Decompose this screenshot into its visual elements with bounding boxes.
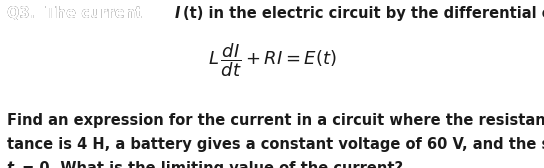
Text: I: I [175,6,181,21]
Text: t: t [7,161,14,168]
Text: Find an expression for the current in a circuit where the resistance is 12 Ω, th: Find an expression for the current in a … [7,113,544,128]
Text: $L\,\dfrac{dI}{dt} + RI = E(t)$: $L\,\dfrac{dI}{dt} + RI = E(t)$ [208,42,336,79]
Text: tance is 4 H, a battery gives a constant voltage of 60 V, and the switch is turn: tance is 4 H, a battery gives a constant… [7,137,544,152]
Text: Q3.  The current: Q3. The current [7,6,147,21]
Text: Q3.  The current: Q3. The current [7,6,150,21]
Text: = 0. What is the limiting value of the current?: = 0. What is the limiting value of the c… [17,161,403,168]
Text: (t) in the electric circuit by the differential equation: (t) in the electric circuit by the diffe… [183,6,544,21]
